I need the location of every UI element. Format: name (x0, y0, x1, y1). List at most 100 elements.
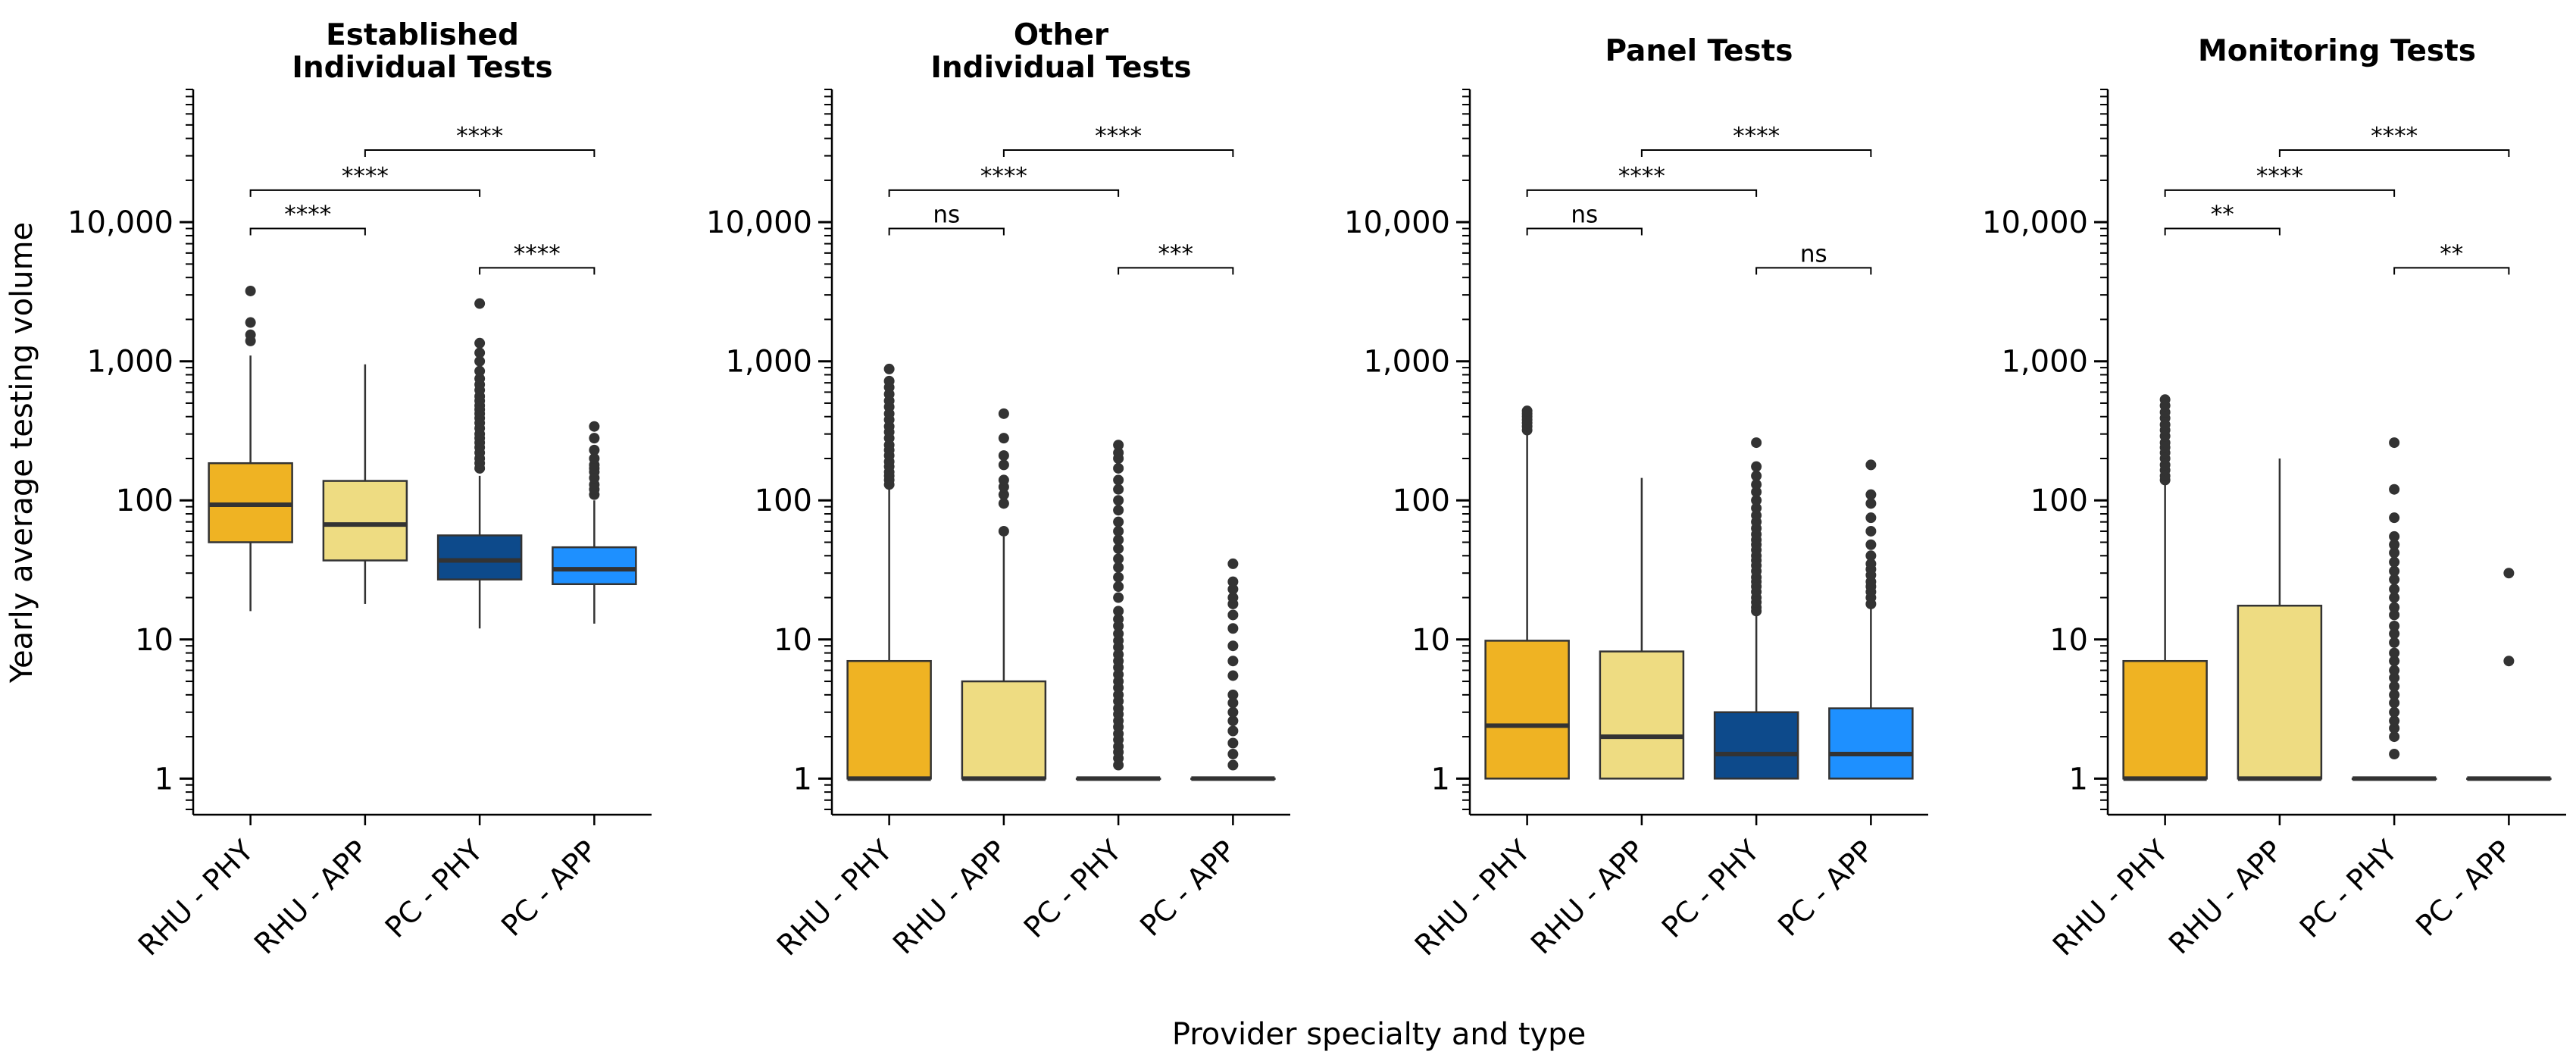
box-body (2237, 604, 2323, 780)
panel-title-line: Monitoring Tests (2198, 34, 2476, 68)
significance-label: ns (1571, 202, 1598, 229)
significance-bracket (888, 227, 1005, 236)
outlier-point (245, 329, 256, 340)
outlier-point (2389, 697, 2400, 709)
significance-label: **** (1095, 123, 1142, 150)
outlier-point (1113, 562, 1124, 573)
box-4 (2466, 568, 2552, 781)
significance-label: **** (1618, 163, 1665, 190)
outlier-point (2389, 512, 2400, 524)
y-tick-label: 1,000 (2001, 345, 2088, 380)
x-category-label: PC - PHY (1018, 834, 1128, 944)
outlier-point (1227, 623, 1239, 634)
panel-title-line: Other (1014, 18, 1109, 52)
outlier-point (589, 444, 600, 455)
panel-title-line: Individual Tests (930, 51, 1191, 85)
outlier-point (1227, 759, 1239, 771)
outlier-point (1227, 689, 1239, 700)
y-tick-label: 10 (2049, 623, 2088, 658)
outlier-point (2389, 547, 2400, 559)
outlier-point (2389, 681, 2400, 692)
significance-label: **** (2256, 163, 2303, 190)
significance-label: **** (456, 123, 503, 150)
panel-4: Monitoring Tests 1 10 100 1,000 10,000 RHU - P… (1982, 34, 2566, 962)
significance-bracket (364, 149, 596, 157)
outlier-point (2389, 621, 2400, 632)
significance-label: **** (2371, 123, 2418, 150)
outlier-point (1751, 479, 1762, 490)
outlier-point (1865, 512, 1877, 524)
outlier-point (2389, 665, 2400, 676)
y-tick-label: 1,000 (725, 345, 812, 380)
box-1 (208, 285, 293, 612)
box-2 (1599, 477, 1685, 780)
outlier-point (1113, 571, 1124, 583)
x-category-label: RHU - APP (1524, 834, 1651, 960)
box-1 (1484, 405, 1570, 780)
outlier-point (2389, 706, 2400, 718)
outlier-point (1751, 495, 1762, 506)
outlier-point (1227, 737, 1239, 749)
outlier-point (1113, 649, 1124, 660)
outlier-point (474, 373, 486, 384)
outlier-point (2389, 602, 2400, 613)
outlier-point (1227, 576, 1239, 587)
box-body (322, 480, 408, 562)
significance-bracket (2278, 149, 2510, 157)
y-tick-label: 10,000 (1982, 205, 2088, 240)
outlier-point (1113, 462, 1124, 474)
panel-title-line: Panel Tests (1605, 34, 1793, 68)
outlier-point (2389, 539, 2400, 550)
outlier-point (1113, 581, 1124, 593)
box-1 (846, 363, 932, 781)
y-tick-label: 10 (774, 623, 812, 658)
y-tick-label: 10 (135, 623, 174, 658)
box-2 (2237, 458, 2323, 781)
panel-3: Panel Tests 1 10 100 1,000 10,000 RHU - PHYRHU… (1344, 34, 1928, 962)
outlier-point (1113, 553, 1124, 565)
outlier-point (2389, 637, 2400, 648)
y-tick-label: 10,000 (1344, 205, 1450, 240)
panel-title-line: Individual Tests (292, 51, 552, 85)
outlier-point (1113, 474, 1124, 486)
y-tick-label: 10 (1411, 623, 1450, 658)
box-3 (1075, 440, 1161, 781)
box-3 (436, 298, 523, 629)
outlier-point (2389, 722, 2400, 734)
x-category-label: PC - PHY (2293, 834, 2404, 944)
outlier-point (1751, 510, 1762, 521)
outlier-point (2389, 437, 2400, 449)
outlier-point (998, 459, 1009, 471)
box-body (436, 534, 523, 581)
outlier-point (1113, 534, 1124, 546)
significance-bracket (2164, 189, 2396, 197)
outlier-point (589, 452, 600, 464)
significance-bracket (888, 189, 1120, 197)
outlier-point (245, 285, 256, 296)
panel-title-line: Established (326, 18, 519, 52)
outlier-point (1865, 550, 1877, 562)
outlier-point (1227, 715, 1239, 727)
y-tick-label: 100 (116, 484, 174, 518)
outlier-point (998, 450, 1009, 462)
outlier-point (2159, 394, 2171, 405)
outlier-point (2389, 715, 2400, 727)
outlier-point (2389, 565, 2400, 577)
outlier-point (1227, 725, 1239, 737)
box-2 (961, 408, 1047, 781)
box-body (552, 546, 637, 586)
x-category-label: RHU - PHY (132, 834, 261, 962)
outlier-point (2503, 656, 2515, 667)
significance-bracket (1118, 267, 1234, 275)
significance-label: ** (2211, 202, 2234, 229)
outlier-point (1113, 440, 1124, 451)
outlier-point (589, 421, 600, 432)
y-tick-label: 100 (755, 484, 812, 518)
outlier-point (1227, 697, 1239, 709)
outlier-point (1865, 489, 1877, 500)
outlier-point (2389, 656, 2400, 667)
outlier-point (1113, 606, 1124, 617)
x-category-label: PC - PHY (1655, 834, 1766, 944)
